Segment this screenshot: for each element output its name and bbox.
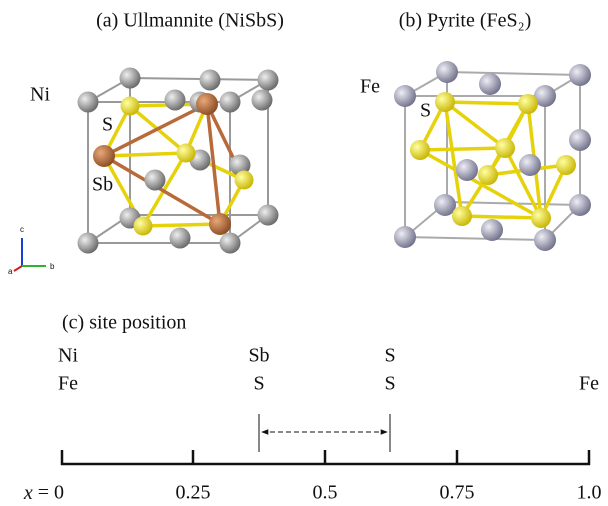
atom <box>452 206 472 226</box>
structures <box>78 61 592 254</box>
atom <box>235 171 254 190</box>
bond <box>445 102 505 148</box>
atom <box>436 61 458 83</box>
site-label: S <box>384 373 395 395</box>
atom <box>220 233 241 254</box>
atom <box>435 92 455 112</box>
panel-c-title: (c) site position <box>62 312 186 334</box>
atom <box>134 217 153 236</box>
site-label: Fe <box>58 373 78 395</box>
axis-label: b <box>50 262 55 271</box>
atom <box>456 159 478 181</box>
atom <box>200 70 221 91</box>
atom <box>252 90 273 111</box>
site-label: Sb <box>248 345 269 367</box>
atom <box>196 93 218 115</box>
bond <box>104 153 186 156</box>
atom <box>481 219 503 241</box>
atom <box>556 155 576 175</box>
site-label: S <box>253 373 264 395</box>
cell-edge <box>405 237 545 240</box>
atom <box>569 194 591 216</box>
cell-edge <box>447 72 580 75</box>
atom-label: S <box>102 114 113 136</box>
atom <box>531 208 551 228</box>
tick-label: 0.25 <box>176 482 211 504</box>
atom <box>534 229 556 251</box>
atom-label: Ni <box>30 84 50 106</box>
atom <box>121 97 140 116</box>
axis-label: a <box>8 267 13 276</box>
bond <box>420 148 505 150</box>
panel-b-title: (b) Pyrite (FeS₂) <box>399 10 532 32</box>
atom <box>569 129 591 151</box>
atom <box>170 228 191 249</box>
axis-label: c <box>20 225 24 234</box>
atom-label: Fe <box>360 76 380 98</box>
site-label: Ni <box>58 345 78 367</box>
atom <box>495 138 515 158</box>
atom <box>410 140 430 160</box>
atom <box>258 205 279 226</box>
bond <box>143 224 220 226</box>
atom <box>93 145 115 167</box>
atom <box>569 64 591 86</box>
atom <box>78 92 99 113</box>
atom <box>479 73 501 95</box>
atom <box>220 92 241 113</box>
site-label: Fe <box>579 373 599 395</box>
atom-label: Sb <box>92 174 113 196</box>
atom-label: S <box>420 100 431 122</box>
site-label: S <box>384 345 395 367</box>
tick-label: 0.5 <box>313 482 338 504</box>
bond <box>445 102 528 104</box>
atom <box>394 226 416 248</box>
atom <box>394 85 416 107</box>
bond <box>462 216 541 218</box>
ticks: x = 0 0.25 0.5 0.75 1.0 <box>23 450 602 504</box>
atom <box>177 144 196 163</box>
atom <box>145 170 166 191</box>
tick-label: 0.75 <box>440 482 475 504</box>
atom <box>78 233 99 254</box>
axis-a <box>14 266 22 271</box>
tick-label: x = 0 <box>23 482 64 504</box>
panel-a-title: (a) Ullmannite (NiSbS) <box>96 10 284 32</box>
atom <box>518 94 538 114</box>
cell-edge <box>130 78 268 80</box>
tick-label: 1.0 <box>577 482 602 504</box>
atom <box>258 70 279 91</box>
atom <box>519 154 541 176</box>
atom <box>209 213 231 235</box>
atom <box>165 90 186 111</box>
figure: (a) Ullmannite (NiSbS) (b) Pyrite (FeS₂)… <box>0 0 608 506</box>
atom <box>478 165 498 185</box>
atom <box>120 68 141 89</box>
